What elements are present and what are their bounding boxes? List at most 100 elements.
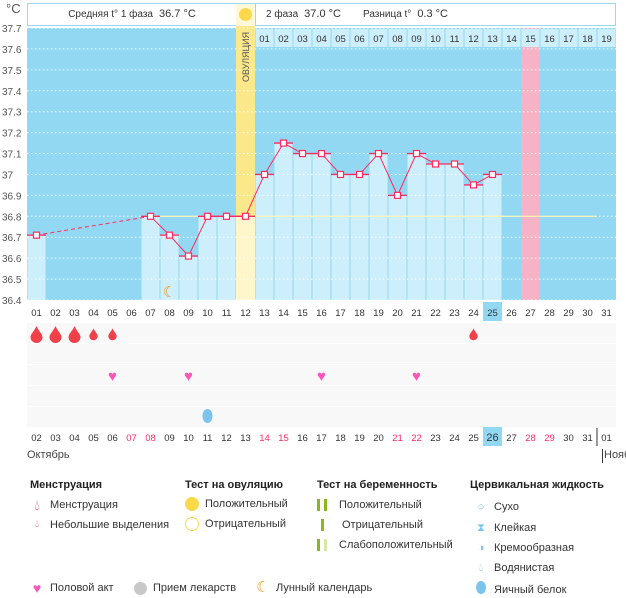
temperature-bar (27, 235, 46, 300)
calendar-date-label: 08 (145, 433, 156, 444)
phase2-day-cell (369, 29, 388, 47)
cycle-day-label: 27 (525, 308, 536, 319)
phase2-day-label: 06 (354, 34, 365, 45)
cycle-day-label: 28 (544, 308, 555, 319)
faint-lines-icon (317, 539, 327, 551)
phase1-label: Средняя t° 1 фаза (68, 9, 153, 20)
phase2-day-label: 12 (468, 34, 479, 45)
temperature-point (374, 149, 383, 158)
phase2-day-label: 13 (487, 34, 498, 45)
cycle-day-label: 09 (183, 308, 194, 319)
temperature-point (431, 160, 440, 168)
egg-white-icon (202, 409, 213, 423)
y-tick-label: 37.7 (2, 24, 22, 35)
hourglass-icon: ⧗ (477, 522, 485, 534)
phase2-day-label: 15 (525, 34, 536, 45)
calendar-date-label: 26 (486, 432, 498, 444)
temperature-bar (407, 153, 426, 300)
y-tick-label: 36.8 (2, 212, 22, 223)
legend-watery: 💧︎ Водянистая (474, 561, 555, 575)
temperature-point (317, 149, 326, 158)
cycle-day-label: 07 (145, 308, 156, 319)
menstruation-drop-icon (68, 326, 81, 343)
phase2-day-label: 17 (563, 34, 574, 45)
calendar-date-label: 14 (259, 433, 270, 444)
legend-medication: Прием лекарств (134, 581, 236, 595)
icon-row (27, 344, 616, 364)
legend-menstruation-title: Менструация (30, 479, 103, 491)
highlighted-column (521, 28, 540, 300)
today-marker (483, 427, 502, 446)
phase2-day-label: 01 (259, 34, 270, 45)
legend-spotting: 💧︎ Небольшие выделения (30, 518, 169, 532)
phase2-day-cell (293, 29, 312, 47)
cycle-day-label: 16 (316, 308, 327, 319)
water-drop-icon: 💧︎ (478, 562, 484, 574)
phase2-day-cell (350, 29, 369, 47)
y-tick-label: 36.7 (2, 233, 22, 244)
phase1-value: 36.7 °C (159, 8, 196, 20)
diff-value: 0.3 °C (417, 8, 449, 20)
cycle-day-label: 18 (354, 308, 365, 319)
menstruation-drop-icon (49, 326, 62, 343)
calendar-date-label: 06 (107, 433, 118, 444)
phase2-day-cell (502, 29, 521, 47)
heart-icon: ♥ (184, 368, 193, 385)
dry-drop-outline-icon: ○ (477, 501, 485, 513)
temperature-point (393, 191, 402, 199)
temperature-bar (312, 153, 331, 300)
phase2-day-cell (597, 29, 616, 47)
cycle-day-label: 23 (449, 308, 460, 319)
cycle-day-label: 04 (88, 308, 99, 319)
y-tick-label: 37.3 (2, 108, 22, 119)
calendar-date-label: 01 (601, 433, 612, 444)
phase2-day-cell (426, 29, 445, 47)
phase2-day-cell (274, 29, 293, 47)
calendar-date-label: 30 (563, 433, 574, 444)
pill-icon (134, 581, 147, 595)
temperature-point (184, 252, 193, 260)
temperature-line-segment (36, 215, 151, 236)
temperature-line-segment (245, 174, 265, 217)
calendar-date-label: 22 (411, 433, 422, 444)
ovulation-positive-icon (239, 8, 252, 21)
legend-ovulation-title: Тест на овуляцию (185, 479, 284, 491)
temperature-point (450, 160, 459, 168)
cycle-day-label: 13 (259, 308, 270, 319)
cycle-day-label: 08 (164, 308, 175, 319)
icon-row (27, 365, 616, 385)
phase2-day-label: 05 (335, 34, 346, 45)
calendar-date-label: 28 (525, 433, 536, 444)
cycle-day-label: 26 (506, 308, 517, 319)
temperature-bar (464, 184, 483, 300)
temperature-point (279, 139, 288, 147)
phase2-day-cell (559, 29, 578, 47)
empty-circle-icon (185, 517, 199, 531)
drop-icon: 💧︎ (34, 497, 40, 513)
cycle-day-label: 20 (392, 308, 403, 319)
phase2-day-label: 14 (506, 34, 517, 45)
phase2-day-cell (483, 29, 502, 47)
legend-pregnancy-title: Тест на беременность (317, 479, 438, 491)
ovulation-column-lower (236, 216, 255, 300)
calendar-date-label: 21 (392, 433, 403, 444)
calendar-date-label: 17 (316, 433, 327, 444)
temperature-point (488, 170, 497, 179)
icon-row (27, 323, 616, 343)
phase2-day-cell (464, 29, 483, 47)
heart-icon: ♥ (32, 580, 42, 596)
phase2-day-cell (312, 29, 331, 47)
heart-icon: ♥ (412, 368, 421, 385)
temperature-bar (426, 164, 445, 300)
phase2-value: 37.0 °C (304, 8, 341, 20)
cycle-day-label: 05 (107, 308, 118, 319)
calendar-date-label: 11 (203, 433, 213, 444)
legend-ovulation-negative: Отрицательный (185, 517, 286, 531)
cycle-day-label: 29 (563, 308, 574, 319)
creamy-drop-icon: ◑ (477, 542, 485, 554)
calendar-date-label: 29 (544, 433, 555, 444)
calendar-date-label: 13 (240, 433, 251, 444)
y-tick-label: 36.9 (2, 191, 22, 202)
calendar-date-label: 19 (354, 433, 365, 444)
phase2-day-cell (540, 29, 559, 47)
